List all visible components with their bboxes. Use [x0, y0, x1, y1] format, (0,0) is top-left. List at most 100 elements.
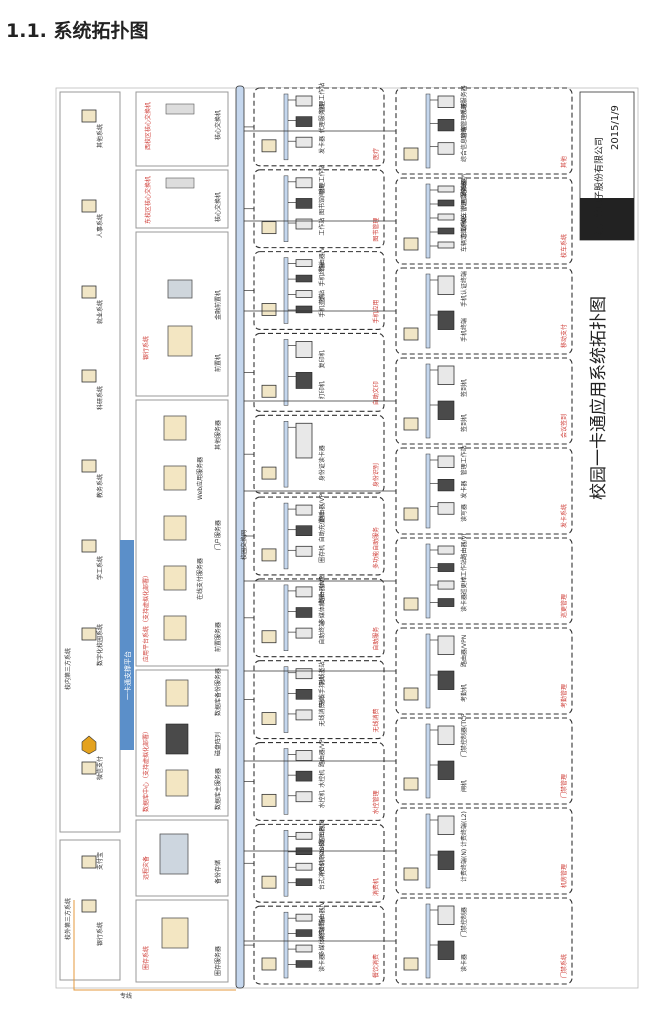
- device-icon: [295, 750, 313, 761]
- router-icon: [403, 597, 419, 611]
- device-icon: [295, 709, 313, 721]
- device-label: 签到机: [460, 414, 468, 432]
- west-core-title: 西校区核心交换机: [144, 102, 152, 150]
- device-label: 手机终端: [460, 318, 468, 342]
- device-label: 路由器/VPN: [318, 812, 326, 844]
- disk-array-label: 磁盘阵列: [214, 732, 222, 756]
- device-icon: [437, 502, 455, 515]
- wechat-label: 微信支付: [96, 756, 104, 780]
- device-icon: [295, 136, 313, 148]
- device-label: 管理工作站: [318, 164, 326, 194]
- subsystem-title: 移动支付: [560, 324, 568, 348]
- other-server-icon: [163, 415, 187, 441]
- device-icon: [437, 905, 455, 926]
- bank-box: [135, 231, 229, 397]
- router-icon: [261, 139, 277, 153]
- router-icon: [403, 687, 419, 701]
- remote-title: 远程灾备: [142, 856, 150, 880]
- device-label: POS机(TCP/IP): [318, 818, 326, 859]
- device-icon: [437, 310, 455, 330]
- router-icon: [403, 867, 419, 881]
- device-label: 台式消费机: [318, 860, 326, 890]
- diagram-date: 2015/1/9: [610, 105, 621, 150]
- device-label: 读卡器: [318, 954, 326, 972]
- device-label: 门禁控制器(TCP/IP): [460, 704, 468, 757]
- device-label: 工作站: [460, 559, 468, 577]
- employment-label: 就业系统: [96, 300, 104, 324]
- third-party-icons-top: [81, 735, 97, 913]
- east-switch-label: 核心交换机: [214, 192, 222, 222]
- router-icon: [403, 327, 419, 341]
- device-label: 闸机: [460, 780, 468, 792]
- device-label: 代理服务器: [460, 180, 468, 210]
- device-label: 复印机: [318, 350, 326, 368]
- device-icon: [295, 770, 313, 782]
- router-icon: [261, 221, 277, 235]
- device-icon: [437, 815, 455, 836]
- device-icon: [437, 400, 455, 420]
- subsystem-lower-1: 机房管理 计费终端(L2) 计费终端(N): [244, 807, 573, 895]
- portal-server-label: 门户服务器: [214, 520, 222, 550]
- west-switch-label: 核心交换机: [214, 110, 222, 140]
- device-icon: [295, 198, 313, 209]
- device-label: 图书馆闸机: [318, 185, 326, 215]
- device-label: 水控机: [318, 770, 326, 788]
- device-label: 签到机: [460, 379, 468, 397]
- device-icon: [295, 545, 313, 557]
- device-icon: [295, 341, 313, 359]
- router-icon: [403, 147, 419, 161]
- device-icon: [295, 668, 313, 680]
- front-server-icon: [163, 615, 187, 641]
- device-label: 门禁控制器: [460, 907, 468, 937]
- device-icon: [437, 199, 455, 207]
- web-server-icon: [163, 465, 187, 491]
- router-icon: [261, 712, 277, 725]
- device-label: 路由器/VPN: [318, 239, 326, 271]
- digital-campus-label: 数字化校园系统: [96, 624, 104, 666]
- academic-label: 教务系统: [96, 474, 104, 498]
- device-icon: [295, 627, 313, 639]
- dedicated-line: [73, 900, 236, 991]
- lower-subsystems: 门禁系统门禁控制器读卡器机房管理计费终端(L2)计费终端(N)门禁管理门禁控制器…: [244, 85, 573, 985]
- device-icon: [295, 960, 313, 968]
- front-machine-label: 前置机: [214, 354, 222, 372]
- device-icon: [437, 213, 455, 221]
- router-icon: [261, 630, 277, 644]
- subsystem-title: 会议签到: [560, 414, 568, 438]
- router-icon: [261, 548, 277, 562]
- datacenter-title: 数据库中心（支持虚拟化部署）: [142, 728, 150, 812]
- router-icon: [261, 303, 277, 316]
- device-label: 车载POS: [460, 214, 468, 238]
- device-label: 代理服务器: [318, 103, 326, 133]
- dedicated-line-label: 专线: [120, 992, 132, 1000]
- device-icon: [295, 504, 313, 516]
- bank-title: 银行系统: [142, 336, 150, 360]
- subsystem-title: 水控管理: [372, 790, 380, 814]
- device-icon: [295, 944, 313, 953]
- router-icon: [403, 417, 419, 431]
- company-name: 新开普电子股份有限公司: [593, 137, 605, 236]
- device-icon: [437, 275, 455, 296]
- subsystem-title: 无线消费: [372, 709, 380, 733]
- subsystem-title: 机房管理: [560, 864, 568, 888]
- device-label: 路由器/VPN: [318, 735, 326, 767]
- device-icon: [295, 791, 313, 803]
- device-label: 基站: [318, 290, 326, 302]
- device-icon: [295, 689, 313, 700]
- device-icon: [437, 227, 455, 235]
- device-icon: [437, 760, 455, 780]
- campus-title: 校内第三方系统: [64, 648, 72, 690]
- device-label: 无线基站: [318, 661, 326, 685]
- device-label: 计费终端(L2): [460, 811, 468, 847]
- device-icon: [437, 142, 455, 155]
- device-label: 无线手持机: [318, 676, 326, 706]
